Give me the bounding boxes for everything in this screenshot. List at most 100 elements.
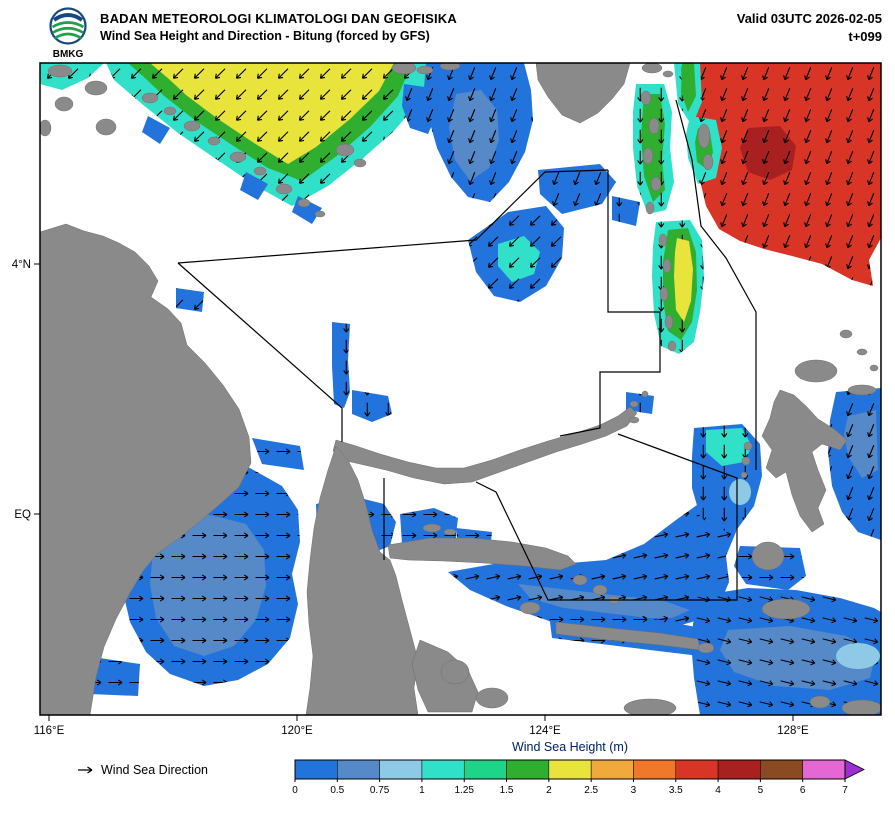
island [229,151,247,163]
agency-title: BADAN METEOROLOGI KLIMATOLOGI DAN GEOFIS… [100,11,457,26]
legend-title: Wind Sea Height (m) [512,740,628,754]
wind-arrows [352,390,392,422]
wind-arrows [626,392,654,414]
island [664,314,674,330]
island [623,698,677,715]
legend-tick-label: 2 [546,785,552,796]
legend-colorbar: 0 0.5 0.75 1 1.25 1.5 2 2.5 3 3.5 4 5 6 7 [292,759,865,796]
island [697,642,715,654]
island [440,659,470,685]
island [335,143,355,157]
legend-tick-label: 0.75 [370,785,390,796]
wind-arrows [706,428,752,466]
legend-color-step [802,759,846,780]
forecast-zone-boundary [675,99,757,470]
island [741,456,751,466]
island [47,64,73,78]
legend-overflow-arrow [844,759,865,780]
island [475,687,509,709]
direction-arrow-icon [78,766,93,774]
legend: Wind Sea Height (m) Wind Sea Direction 0… [78,740,865,796]
legend-bar-border [294,759,846,780]
wind-arrows [449,90,499,181]
header-valid-block: Valid 03UTC 2026-02-05 t+099 [737,11,882,44]
legend-color-step [633,759,677,780]
header-titles: BADAN METEOROLOGI KLIMATOLOGI DAN GEOFIS… [100,11,457,43]
island [207,136,221,146]
wind-arrows [150,514,266,656]
wind-arrows [448,492,740,633]
y-axis-label: 4°N [12,259,31,271]
bmkg-logo: BMKG [49,7,87,60]
legend-tick-label: 1.25 [454,785,474,796]
island [84,80,108,96]
island [297,198,311,208]
land-mass [387,537,577,571]
island [761,598,811,620]
island [253,166,267,176]
legend-color-step [590,759,634,780]
land-mass [761,389,848,533]
island [667,340,677,352]
product-title: Wind Sea Height and Direction - Bitung (… [100,29,430,43]
land-mass [40,223,252,715]
island [839,329,853,339]
island [841,699,881,715]
legend-tick-label: 1 [419,785,425,796]
sea-region [729,479,751,505]
island [183,120,201,132]
wind-arrows [176,288,204,312]
x-axis-label: 124°E [529,725,561,737]
island [391,63,417,75]
island [662,258,672,274]
legend-color-step [675,759,719,780]
sea-region [681,63,696,112]
island [95,118,117,136]
island [572,574,588,586]
legend-tick-label: 3.5 [669,785,683,796]
island [641,390,649,398]
wind-arrows [498,236,540,282]
island [275,183,293,195]
x-axis-label: 120°E [281,725,313,737]
island [702,153,714,171]
wind-arrows [332,322,350,408]
forecast-zones-layer [177,99,757,601]
island [658,233,668,247]
wind-arrows [695,63,881,286]
island [648,117,660,135]
wind-arrows [518,584,690,618]
island [645,201,655,215]
x-axis-label: 128°E [777,725,809,737]
land-mass [305,445,419,715]
legend-tick-label: 6 [800,785,806,796]
legend-color-step [506,759,550,780]
island [592,584,608,596]
island [662,70,674,78]
legend-color-step [548,759,592,780]
island [847,384,877,396]
forecast-zone-boundary [475,433,738,601]
island [628,416,640,424]
legend-tick-label: 5 [758,785,764,796]
island [856,348,868,356]
island [650,176,662,192]
island [439,63,461,71]
island [794,359,838,383]
island [314,210,326,218]
sea-region [142,116,170,144]
island [416,65,434,75]
island [640,90,652,106]
wind-arrows [612,196,640,226]
legend-tick-label: 1.5 [500,785,514,796]
wind-arrows [150,63,394,164]
island [353,158,367,168]
sea-region [240,172,268,200]
valid-time: Valid 03UTC 2026-02-05 [736,11,882,26]
land-mass [535,63,631,124]
legend-tick-label: 0 [292,785,298,796]
wind-arrows [641,94,665,202]
island [743,441,753,451]
island [659,286,669,302]
